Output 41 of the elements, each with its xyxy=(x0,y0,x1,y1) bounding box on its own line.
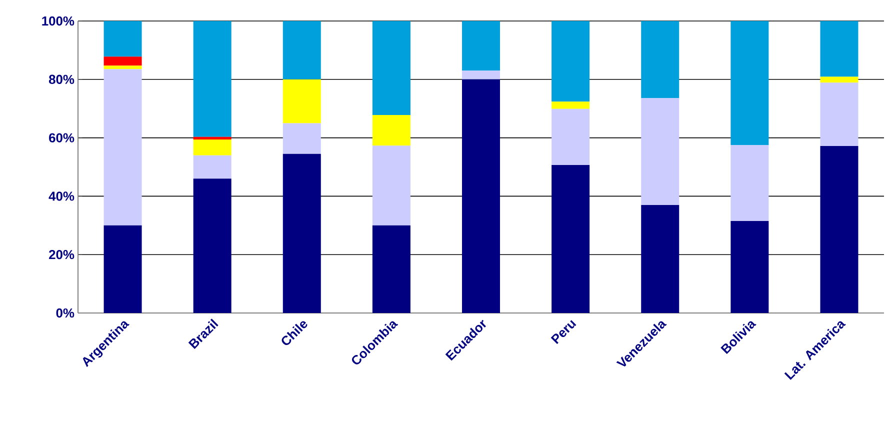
bar xyxy=(552,164,590,313)
bar xyxy=(730,20,769,146)
bar xyxy=(282,79,321,124)
bar xyxy=(193,178,232,313)
bar xyxy=(820,82,858,146)
bar xyxy=(462,79,500,313)
bar xyxy=(104,56,142,66)
bar xyxy=(372,225,410,313)
bar xyxy=(820,76,858,83)
bar xyxy=(552,108,590,165)
bar xyxy=(641,98,680,205)
bar xyxy=(193,155,232,179)
y-tick-label: 40% xyxy=(48,192,74,201)
y-tick-label: 20% xyxy=(49,250,74,260)
y-tick-label: 100% xyxy=(42,16,74,26)
bar xyxy=(282,123,321,154)
bar xyxy=(104,225,142,313)
bar xyxy=(104,66,142,70)
bar xyxy=(820,20,858,77)
y-tick-label: 80% xyxy=(48,74,74,84)
bar xyxy=(372,146,410,226)
bar xyxy=(193,136,232,140)
bar xyxy=(372,20,410,116)
bar xyxy=(282,154,321,313)
bar xyxy=(104,20,142,57)
bar xyxy=(641,204,680,313)
bar xyxy=(552,102,590,109)
bar xyxy=(462,70,500,80)
bar xyxy=(462,20,500,71)
bar xyxy=(730,221,769,313)
bar xyxy=(552,20,590,102)
bar xyxy=(193,140,232,156)
bar xyxy=(193,20,232,137)
bar xyxy=(282,20,321,80)
y-tick-label: 0% xyxy=(56,308,74,318)
bar xyxy=(372,115,410,146)
bar xyxy=(730,145,769,222)
bar xyxy=(104,69,142,226)
bar xyxy=(820,146,858,313)
bar xyxy=(641,20,680,98)
y-tick-label: 60% xyxy=(49,133,74,142)
